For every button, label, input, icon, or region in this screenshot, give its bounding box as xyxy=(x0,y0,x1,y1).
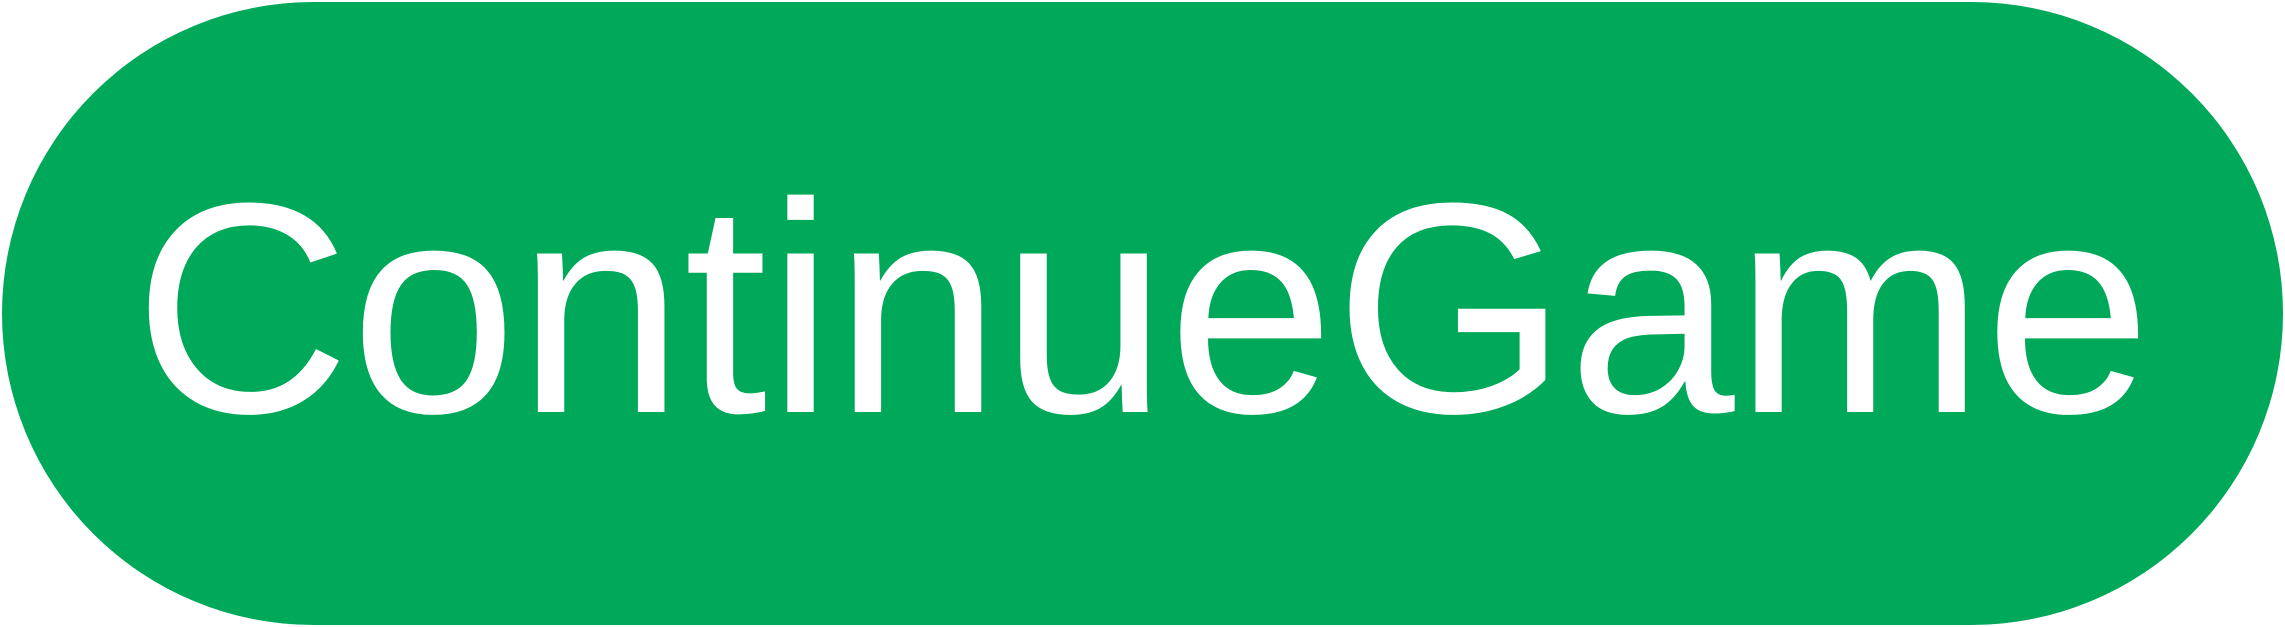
continue-game-label: ContinueGame xyxy=(133,139,2152,476)
